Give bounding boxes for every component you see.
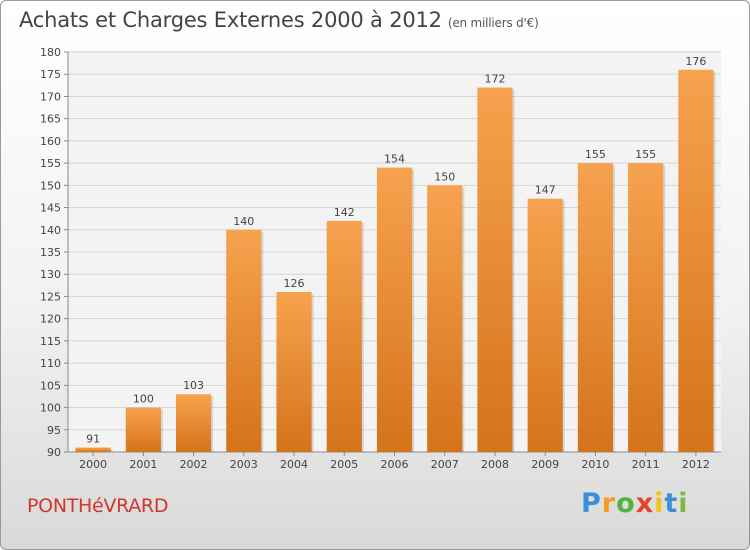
y-tick-label: 110	[40, 357, 61, 370]
y-tick-label: 105	[40, 379, 61, 392]
bar-value-label: 155	[635, 148, 656, 161]
x-tick-label: 2011	[632, 458, 660, 471]
chart-title-text: Achats et Charges Externes 2000 à 2012	[19, 8, 442, 32]
bar	[577, 163, 614, 452]
bar-value-label: 142	[334, 206, 355, 219]
x-tick-label: 2002	[180, 458, 208, 471]
bar	[678, 69, 714, 453]
y-tick-label: 165	[40, 113, 61, 126]
x-tick-label: 2001	[129, 458, 157, 471]
bar	[226, 229, 262, 452]
logo-letter: i	[678, 488, 689, 519]
bar	[628, 163, 664, 452]
bar-value-label: 140	[233, 215, 254, 228]
y-tick-label: 90	[47, 446, 61, 459]
logo-letter: P	[581, 488, 602, 519]
y-tick-label: 115	[40, 335, 61, 348]
bar-value-label: 103	[183, 379, 204, 392]
y-tick-label: 180	[40, 46, 61, 59]
bar-value-label: 150	[434, 170, 455, 183]
x-tick-label: 2005	[330, 458, 358, 471]
bar-value-label: 100	[133, 393, 154, 406]
x-tick-label: 2012	[682, 458, 710, 471]
bar	[276, 292, 312, 452]
logo-letter: x	[635, 488, 655, 519]
y-tick-label: 95	[47, 424, 61, 437]
x-tick-label: 2010	[581, 458, 609, 471]
bar-value-label: 176	[685, 55, 706, 68]
logo-letter: i	[654, 488, 665, 519]
logo-letter: o	[616, 488, 636, 519]
y-tick-label: 170	[40, 90, 61, 103]
commune-name: PONTHéVRARD	[27, 495, 169, 517]
y-tick-label: 120	[40, 313, 61, 326]
bar-value-label: 91	[86, 433, 100, 446]
x-tick-label: 2008	[481, 458, 509, 471]
bar	[125, 407, 161, 452]
bar	[527, 198, 563, 452]
y-tick-label: 160	[40, 135, 61, 148]
x-tick-label: 2004	[280, 458, 308, 471]
bar	[75, 447, 111, 452]
bar	[477, 87, 513, 453]
proxiti-logo: Proxiti	[581, 488, 689, 519]
chart-subtitle: (en milliers d'€)	[447, 16, 539, 30]
x-tick-label: 2007	[431, 458, 459, 471]
y-tick-label: 140	[40, 224, 61, 237]
x-tick-label: 2000	[79, 458, 107, 471]
bar-value-label: 172	[484, 73, 505, 86]
bar	[376, 167, 413, 453]
y-tick-label: 175	[40, 68, 61, 81]
x-tick-label: 2003	[230, 458, 258, 471]
logo-letter: t	[664, 488, 679, 519]
y-tick-label: 150	[40, 179, 61, 192]
x-tick-label: 2006	[381, 458, 409, 471]
logo-letter: r	[601, 488, 617, 519]
bar-value-label: 154	[384, 153, 405, 166]
bar	[427, 185, 463, 453]
bar	[175, 394, 212, 452]
y-tick-label: 130	[40, 268, 61, 281]
y-tick-label: 100	[40, 402, 61, 415]
bar-value-label: 155	[585, 148, 606, 161]
y-tick-label: 135	[40, 246, 61, 259]
chart-title: Achats et Charges Externes 2000 à 2012 (e…	[19, 8, 539, 32]
x-tick-label: 2009	[531, 458, 559, 471]
bar-value-label: 126	[284, 277, 305, 290]
y-tick-label: 145	[40, 202, 61, 215]
bar-value-label: 147	[535, 184, 556, 197]
y-tick-label: 125	[40, 290, 61, 303]
bar	[326, 220, 362, 452]
y-tick-label: 155	[40, 157, 61, 170]
